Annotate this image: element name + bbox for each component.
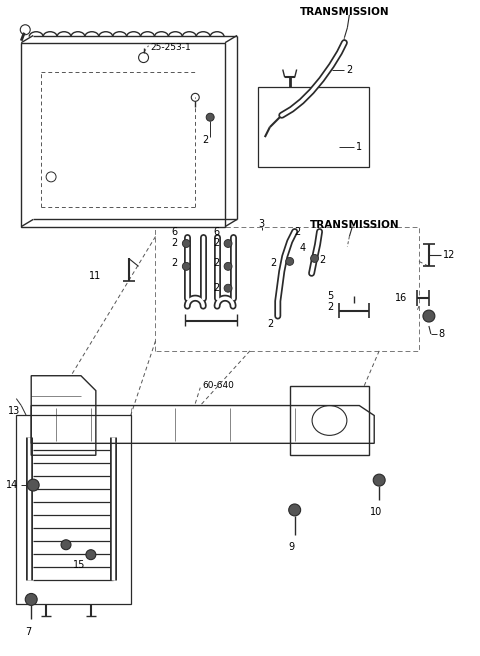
Text: 15: 15: [73, 560, 85, 569]
Circle shape: [288, 504, 300, 516]
Text: 3: 3: [258, 218, 264, 228]
Text: 14: 14: [6, 480, 19, 490]
Circle shape: [224, 262, 232, 270]
Circle shape: [224, 284, 232, 292]
Circle shape: [27, 479, 39, 491]
Text: 2: 2: [213, 258, 219, 268]
Text: 2: 2: [347, 64, 353, 75]
Text: 2: 2: [213, 239, 219, 249]
Text: 2: 2: [213, 283, 219, 293]
Circle shape: [61, 540, 71, 550]
Text: 2: 2: [295, 226, 301, 237]
Text: 6: 6: [213, 226, 219, 237]
Circle shape: [25, 594, 37, 605]
Text: 16: 16: [395, 293, 407, 303]
Text: TRANSMISSION: TRANSMISSION: [300, 7, 389, 17]
Circle shape: [182, 239, 190, 247]
Circle shape: [423, 310, 435, 322]
Circle shape: [286, 257, 294, 266]
Text: 8: 8: [439, 329, 445, 339]
Text: 2: 2: [327, 302, 334, 312]
Text: 11: 11: [89, 272, 101, 281]
Text: 6: 6: [171, 226, 178, 237]
Text: 2: 2: [171, 258, 178, 268]
Text: 13: 13: [8, 405, 21, 415]
Text: 2: 2: [171, 239, 178, 249]
Circle shape: [224, 239, 232, 247]
Circle shape: [311, 255, 319, 262]
Text: 5: 5: [327, 291, 334, 301]
Text: 1: 1: [356, 142, 362, 152]
Text: 9: 9: [288, 542, 295, 552]
Text: TRANSMISSION: TRANSMISSION: [310, 220, 399, 230]
Text: 2: 2: [270, 258, 276, 268]
Text: 4: 4: [300, 243, 306, 253]
Circle shape: [206, 113, 214, 121]
Text: 2: 2: [320, 255, 326, 266]
Text: 25-253-1: 25-253-1: [151, 43, 191, 52]
Text: 7: 7: [25, 627, 31, 637]
Text: 60-640: 60-640: [202, 381, 234, 390]
Text: 12: 12: [443, 251, 455, 260]
Circle shape: [373, 474, 385, 486]
Text: 10: 10: [370, 507, 383, 517]
Text: 2: 2: [267, 319, 273, 329]
Text: 2: 2: [202, 135, 208, 145]
Circle shape: [182, 262, 190, 270]
Circle shape: [86, 550, 96, 560]
